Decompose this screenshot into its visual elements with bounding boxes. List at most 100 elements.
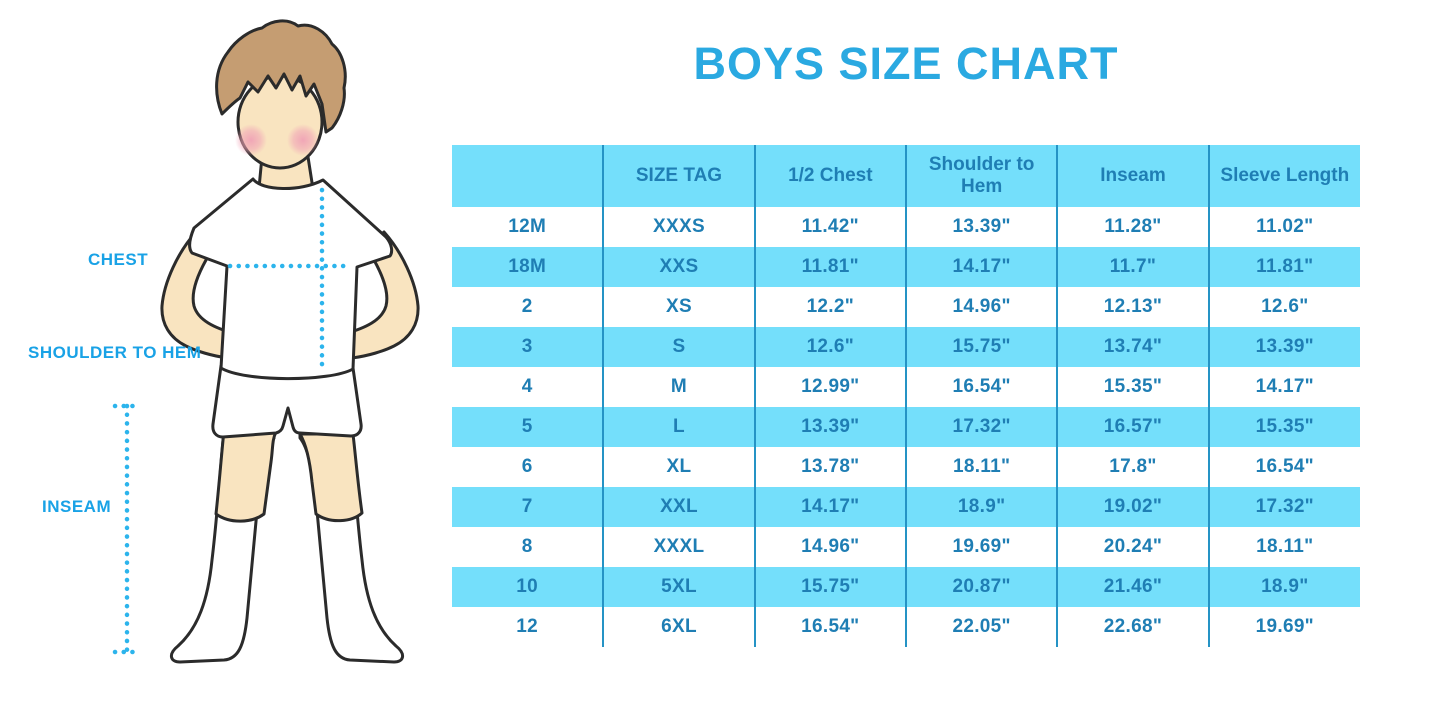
- column-header-size-tag: SIZE TAG: [603, 145, 756, 207]
- table-cell: 15.75": [905, 327, 1059, 367]
- chest-label: CHEST: [88, 250, 149, 269]
- table-cell: 18.11": [1256, 536, 1314, 557]
- boy-right-knee: [298, 432, 364, 523]
- table-cell: 12M: [452, 207, 605, 247]
- table-cell: 7: [452, 487, 605, 527]
- table-cell: 21.46": [1057, 567, 1210, 607]
- table-cell: 12.13": [1057, 287, 1210, 327]
- column-header-shoulder-to-hem: Shoulder to Hem: [905, 145, 1059, 207]
- table-cell: 22.05": [905, 607, 1059, 647]
- table-row: 12M XXXS 11.42" 13.39" 11.28" 11.02": [452, 207, 1360, 247]
- table-cell: 18.11": [905, 447, 1059, 487]
- table-cell: 22.68": [1057, 607, 1210, 647]
- table-cell: 15.35": [1208, 407, 1360, 447]
- table-cell: 15.75": [754, 567, 907, 607]
- table-cell: 18M: [452, 247, 605, 287]
- table-cell: 5XL: [603, 567, 756, 607]
- table-cell: 17.32": [905, 407, 1059, 447]
- table-cell: 12.6": [1261, 296, 1309, 317]
- header-row: SIZE TAG 1/2 Chest Shoulder to Hem Inseam Sl…: [452, 145, 1360, 207]
- size-chart-panel: BOYS SIZE CHART SIZE TAG 1/2 Chest Shoulde…: [452, 0, 1360, 723]
- table-cell: M: [603, 367, 756, 407]
- inseam-label: INSEAM: [42, 497, 112, 516]
- table-row: 6 XL 13.78" 18.11" 17.8" 16.54": [452, 447, 1360, 487]
- table-row: 4 M 12.99" 16.54" 15.35" 14.17": [452, 367, 1360, 407]
- table-cell: 13.39": [1208, 327, 1360, 367]
- boy-left-knee: [214, 428, 278, 523]
- table-cell: 12.99": [754, 367, 907, 407]
- table-cell: 6: [452, 447, 605, 487]
- table-cell: 11.02": [1256, 216, 1314, 237]
- table-cell: 5: [452, 407, 605, 447]
- table-cell: 14.17": [754, 487, 907, 527]
- table-cell: 8: [452, 527, 605, 567]
- table-cell: 11.81": [754, 247, 907, 287]
- column-header-sleeve-length: Sleeve Length: [1208, 145, 1360, 207]
- size-table-body: 12M XXXS 11.42" 13.39" 11.28" 11.02" 18M XXS 11.…: [452, 207, 1360, 647]
- table-cell: 14.96": [754, 527, 907, 567]
- table-cell: 12.2": [754, 287, 907, 327]
- table-cell: 20.87": [905, 567, 1059, 607]
- table-cell: XS: [603, 287, 756, 327]
- table-row: 3 S 12.6" 15.75" 13.74" 13.39": [452, 327, 1360, 367]
- table-cell: 14.96": [905, 287, 1059, 327]
- table-cell: 6XL: [603, 607, 756, 647]
- boy-left-cheek: [235, 124, 267, 156]
- boy-tshirt: [188, 177, 394, 381]
- table-cell: 13.78": [754, 447, 907, 487]
- table-cell: 19.69": [905, 527, 1059, 567]
- table-cell: S: [603, 327, 756, 367]
- table-cell: 12: [452, 607, 605, 647]
- boy-right-arm: [342, 230, 420, 360]
- table-cell: 11.42": [754, 207, 907, 247]
- page-title: BOYS SIZE CHART: [693, 38, 1119, 89]
- boy-right-cheek: [287, 124, 319, 156]
- column-header-1-2-chest: 1/2 Chest: [754, 145, 907, 207]
- table-cell: 19.69": [1255, 616, 1314, 637]
- table-cell: L: [603, 407, 756, 447]
- table-row: 2 XS 12.2" 14.96" 12.13" 12.6": [452, 287, 1360, 327]
- table-cell: 13.74": [1057, 327, 1210, 367]
- table-cell: 15.35": [1057, 367, 1210, 407]
- shoulder-to-hem-label: SHOULDER TO HEM: [28, 343, 202, 362]
- size-table-header: SIZE TAG 1/2 Chest Shoulder to Hem Inseam Sl…: [452, 145, 1360, 207]
- table-cell: 2: [452, 287, 605, 327]
- table-cell: 16.57": [1057, 407, 1210, 447]
- table-cell: XXXS: [603, 207, 756, 247]
- table-cell: 4: [452, 367, 605, 407]
- table-cell: 18.9": [1208, 567, 1360, 607]
- table-cell: 16.54": [754, 607, 907, 647]
- table-cell: 12.6": [754, 327, 907, 367]
- table-cell: 18.9": [905, 487, 1059, 527]
- column-header-size: [452, 145, 605, 207]
- table-cell: 17.32": [1208, 487, 1360, 527]
- table-cell: 13.39": [754, 407, 907, 447]
- table-row: 5 L 13.39" 17.32" 16.57" 15.35": [452, 407, 1360, 447]
- boy-measurement-illustration: [112, 19, 420, 664]
- table-cell: XXS: [603, 247, 756, 287]
- boy-left-arm: [160, 230, 238, 360]
- table-cell: XXL: [603, 487, 756, 527]
- table-row: 7 XXL 14.17" 18.9" 19.02" 17.32": [452, 487, 1360, 527]
- table-cell: 19.02": [1057, 487, 1210, 527]
- table-row: 10 5XL 15.75" 20.87" 21.46" 18.9": [452, 567, 1360, 607]
- table-cell: 11.28": [1057, 207, 1210, 247]
- table-cell: 13.39": [905, 207, 1059, 247]
- table-cell: 11.7": [1057, 247, 1210, 287]
- table-cell: 10: [452, 567, 605, 607]
- table-cell: 17.8": [1057, 447, 1210, 487]
- table-row: 18M XXS 11.81" 14.17" 11.7" 11.81": [452, 247, 1360, 287]
- boy-hair: [215, 19, 347, 134]
- table-cell: 16.54": [905, 367, 1059, 407]
- table-cell: 14.17": [1255, 376, 1314, 397]
- table-row: 12 6XL 16.54" 22.05" 22.68" 19.69": [452, 607, 1360, 647]
- table-cell: 3: [452, 327, 605, 367]
- table-cell: 11.81": [1208, 247, 1360, 287]
- table-cell: 20.24": [1057, 527, 1210, 567]
- table-cell: XL: [603, 447, 756, 487]
- table-cell: 16.54": [1255, 456, 1314, 477]
- column-header-inseam: Inseam: [1057, 145, 1210, 207]
- table-cell: 14.17": [905, 247, 1059, 287]
- table-row: 8 XXXL 14.96" 19.69" 20.24" 18.11": [452, 527, 1360, 567]
